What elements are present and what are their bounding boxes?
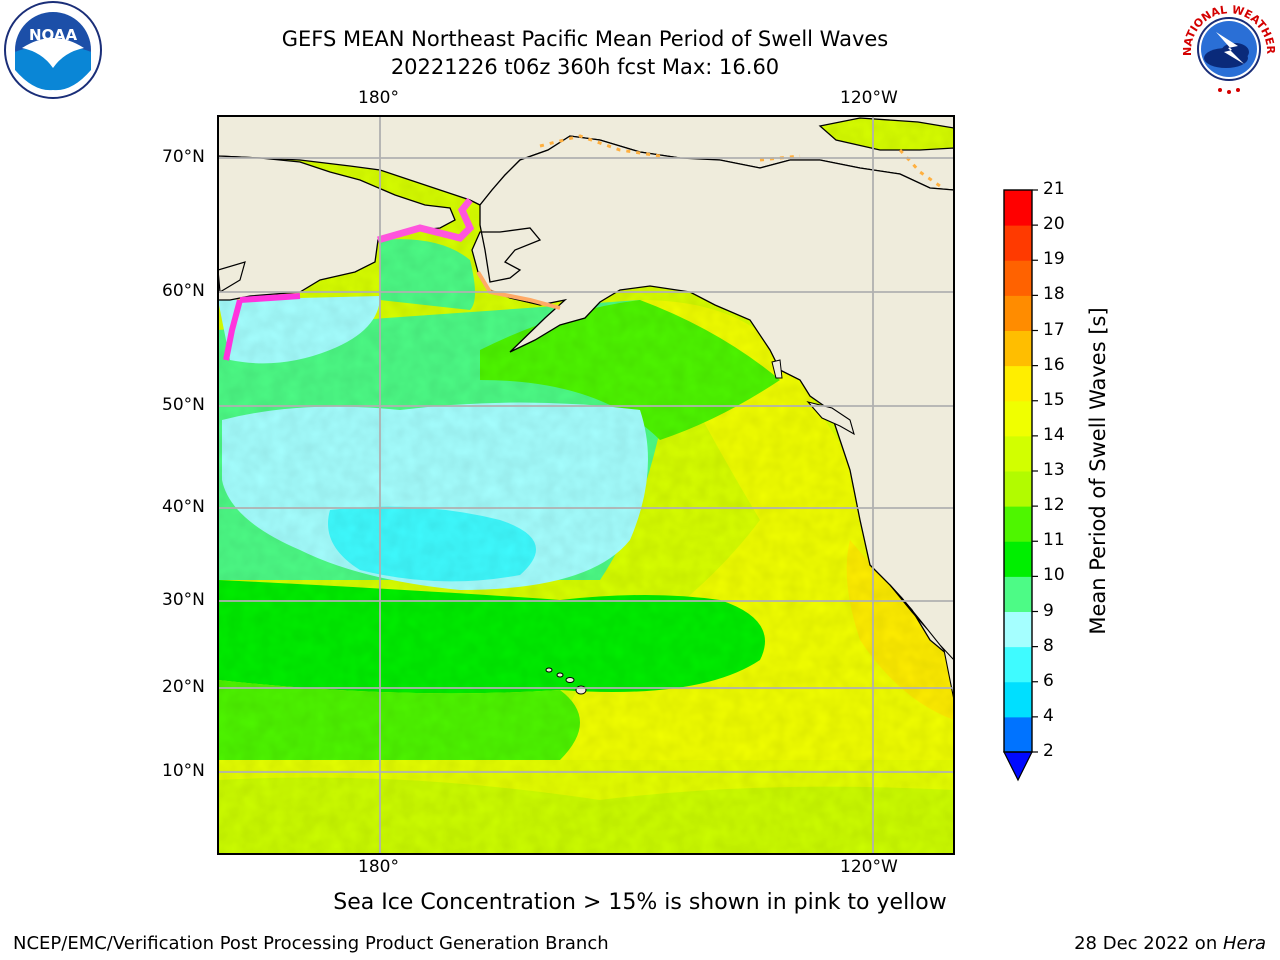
colorbar-tick-label: 17 — [1043, 319, 1065, 340]
colorbar-tick-label: 8 — [1043, 635, 1054, 656]
lon-bottom-label-180: 180° — [358, 857, 399, 877]
sea-ice-edge-bering — [377, 197, 475, 244]
land-haida-gwaii — [771, 359, 783, 379]
nws-logo-icon: NATIONAL WEATHER SERVICE — [1180, 0, 1277, 96]
colorbar-segment — [1004, 295, 1032, 331]
colorbar-tick-label: 9 — [1043, 600, 1054, 621]
colorbar-tick-label: 2 — [1043, 741, 1054, 761]
colorbar-segment — [1004, 365, 1032, 402]
lon-top-label-180: 180° — [358, 88, 399, 108]
colorbar-tick-label: 20 — [1043, 214, 1065, 235]
lat-label-70n: 70°N — [162, 147, 205, 167]
colorbar-segment — [1004, 435, 1032, 472]
colorbar-extend-min — [1003, 751, 1033, 782]
colorbar-segment — [1004, 646, 1032, 683]
land-vancouver-island — [806, 401, 855, 436]
gridlines — [218, 116, 954, 854]
colorbar-segment — [1004, 681, 1032, 718]
date-text: 28 Dec 2022 on — [1074, 933, 1223, 954]
lat-label-30n: 30°N — [162, 590, 205, 610]
noaa-logo-icon: NOAA — [4, 1, 102, 99]
date-stamp: 28 Dec 2022 on Hera — [1074, 933, 1266, 954]
colorbar-segment — [1004, 541, 1032, 577]
colorbar-tick-label: 19 — [1043, 249, 1065, 270]
lon-bottom-label-120w: 120°W — [840, 857, 898, 877]
colorbar-segment — [1004, 330, 1032, 367]
lat-label-60n: 60°N — [162, 281, 205, 301]
colorbar-tick-label: 21 — [1043, 179, 1065, 199]
colorbar-tick-label: 13 — [1043, 460, 1065, 480]
host-name: Hera — [1222, 933, 1266, 954]
colorbar-segment — [1004, 260, 1032, 296]
colorbar-tick-label: 15 — [1043, 389, 1065, 410]
colorbar-tick-label: 6 — [1043, 670, 1054, 691]
colorbar-segment — [1004, 576, 1032, 612]
colorbar-label: Mean Period of Swell Waves [s] — [1086, 307, 1110, 635]
sea-ice-edge-alaska — [476, 270, 561, 310]
svg-text:NOAA: NOAA — [29, 26, 78, 44]
lat-label-20n: 20°N — [162, 677, 205, 697]
colorbar-tick-label: 12 — [1043, 495, 1065, 516]
colorbar-segment — [1004, 716, 1032, 753]
map-frame — [217, 115, 955, 855]
colorbar-segment — [1004, 400, 1032, 437]
lon-top-label-120w: 120°W — [840, 88, 898, 108]
colorbar-tick-label: 16 — [1043, 354, 1065, 375]
chart-subtitle: 20221226 t06z 360h fcst Max: 16.60 — [390, 55, 780, 79]
colorbar — [1004, 189, 1038, 753]
land-alaska — [471, 135, 954, 661]
colorbar-segment — [1004, 611, 1032, 648]
colorbar-segment — [1004, 225, 1032, 261]
colorbar-tick-label: 11 — [1043, 530, 1065, 551]
lat-label-40n: 40°N — [162, 497, 205, 517]
colorbar-tick-label: 4 — [1043, 705, 1054, 726]
colorbar-tick-label: 14 — [1043, 424, 1065, 445]
colorbar-frame — [1003, 189, 1033, 753]
land-baja — [889, 584, 954, 701]
sea-ice-note: Sea Ice Concentration > 15% is shown in … — [333, 890, 947, 915]
sea-ice-edge-west — [223, 293, 301, 361]
colorbar-segment — [1004, 506, 1032, 542]
land-kamchatka-stub — [218, 261, 246, 294]
lat-label-10n: 10°N — [162, 761, 205, 781]
lat-label-50n: 50°N — [162, 395, 205, 415]
credit-line: NCEP/EMC/Verification Post Processing Pr… — [13, 933, 609, 954]
colorbar-segment — [1004, 190, 1032, 226]
colorbar-tick-label: 10 — [1043, 565, 1065, 586]
colorbar-tick-label: 18 — [1043, 284, 1065, 305]
chart-title: GEFS MEAN Northeast Pacific Mean Period … — [281, 27, 889, 51]
colorbar-segment — [1004, 471, 1032, 507]
